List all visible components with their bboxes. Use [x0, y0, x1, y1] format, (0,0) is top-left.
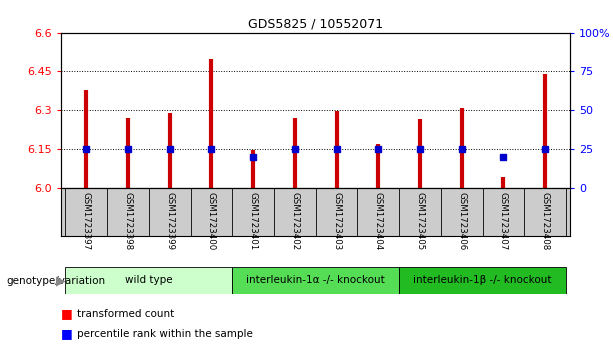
Text: wild type: wild type — [125, 276, 173, 285]
Text: GSM1723402: GSM1723402 — [291, 192, 299, 250]
Text: GSM1723401: GSM1723401 — [249, 192, 257, 250]
Text: genotype/variation: genotype/variation — [6, 276, 105, 286]
Text: interleukin-1α -/- knockout: interleukin-1α -/- knockout — [246, 276, 385, 285]
Text: GSM1723403: GSM1723403 — [332, 192, 341, 250]
Text: transformed count: transformed count — [77, 309, 174, 319]
Text: GSM1723405: GSM1723405 — [416, 192, 424, 250]
Text: ■: ■ — [61, 307, 73, 321]
Text: percentile rank within the sample: percentile rank within the sample — [77, 329, 253, 339]
Text: GSM1723404: GSM1723404 — [374, 192, 383, 250]
Title: GDS5825 / 10552071: GDS5825 / 10552071 — [248, 17, 383, 30]
Bar — [66, 267, 232, 294]
Bar — [232, 267, 399, 294]
Text: GSM1723399: GSM1723399 — [166, 192, 174, 250]
Text: GSM1723408: GSM1723408 — [541, 192, 550, 250]
Text: GSM1723398: GSM1723398 — [124, 192, 132, 250]
Text: GSM1723406: GSM1723406 — [457, 192, 466, 250]
Text: GSM1723400: GSM1723400 — [207, 192, 216, 250]
Text: interleukin-1β -/- knockout: interleukin-1β -/- knockout — [413, 276, 552, 285]
Text: GSM1723397: GSM1723397 — [82, 192, 91, 250]
Bar — [399, 267, 566, 294]
Text: GSM1723407: GSM1723407 — [499, 192, 508, 250]
Text: ▶: ▶ — [56, 275, 66, 288]
Text: ■: ■ — [61, 327, 73, 340]
